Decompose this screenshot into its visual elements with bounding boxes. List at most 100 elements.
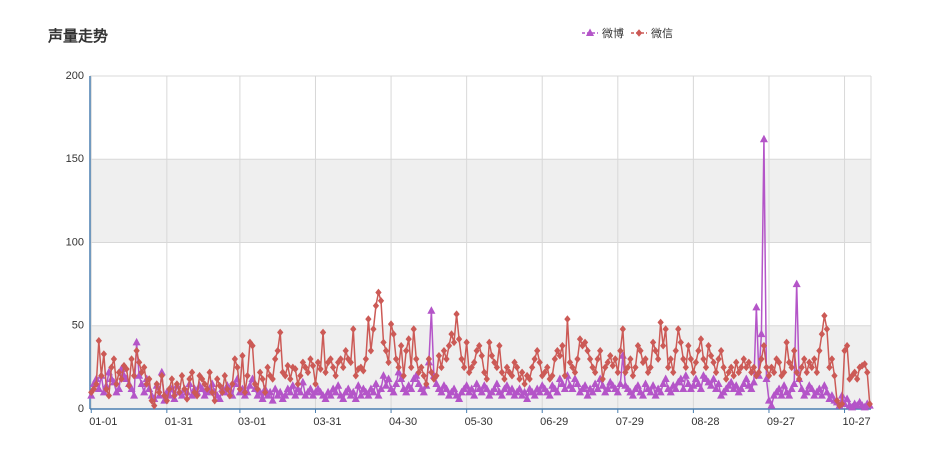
- point: [337, 355, 344, 363]
- point: [755, 368, 763, 377]
- point: [632, 363, 639, 372]
- x-tick-label: 05-30: [465, 416, 493, 428]
- point: [564, 315, 571, 323]
- point: [614, 368, 621, 377]
- point: [853, 375, 861, 383]
- point: [463, 338, 470, 347]
- point: [709, 374, 718, 383]
- point: [214, 375, 221, 383]
- point: [866, 400, 873, 408]
- point: [553, 387, 562, 396]
- point: [94, 384, 103, 393]
- point: [559, 341, 566, 350]
- point: [201, 380, 208, 388]
- point: [554, 346, 561, 355]
- point: [513, 363, 521, 372]
- point: [284, 361, 291, 370]
- point: [581, 338, 589, 347]
- point: [138, 368, 145, 377]
- point: [616, 379, 625, 388]
- point: [482, 384, 491, 393]
- point: [186, 375, 193, 383]
- point: [377, 296, 385, 305]
- point: [103, 385, 110, 393]
- point: [317, 365, 324, 373]
- point: [760, 341, 768, 350]
- point: [198, 375, 206, 383]
- point: [492, 379, 501, 388]
- point: [507, 384, 517, 393]
- point: [526, 375, 533, 383]
- point: [203, 385, 211, 393]
- point: [486, 338, 493, 347]
- point: [828, 355, 836, 363]
- point: [574, 355, 581, 363]
- point: [515, 384, 524, 393]
- point: [493, 363, 501, 372]
- point: [763, 363, 770, 372]
- point: [556, 351, 564, 360]
- point: [387, 320, 395, 328]
- point: [715, 355, 722, 363]
- point: [667, 355, 674, 363]
- point: [675, 325, 682, 333]
- point: [732, 381, 741, 389]
- point: [797, 384, 806, 393]
- point: [334, 381, 343, 389]
- point: [216, 381, 223, 390]
- point: [523, 394, 532, 403]
- point: [428, 368, 435, 377]
- point: [831, 371, 838, 380]
- point: [677, 338, 684, 347]
- point: [679, 384, 688, 393]
- point: [450, 338, 458, 347]
- point: [93, 380, 100, 388]
- point: [697, 335, 705, 343]
- chart-title: 声量走势: [47, 27, 108, 45]
- point: [508, 371, 516, 380]
- point: [440, 346, 448, 355]
- point: [634, 341, 642, 350]
- point: [98, 371, 105, 380]
- point: [403, 346, 410, 355]
- point: [146, 375, 153, 383]
- point: [443, 355, 450, 363]
- point: [141, 363, 148, 372]
- point: [427, 306, 436, 314]
- point: [370, 325, 377, 333]
- point: [622, 368, 629, 377]
- point: [496, 341, 503, 350]
- point: [823, 325, 831, 333]
- y-tick-label: 150: [66, 153, 84, 165]
- point: [467, 384, 476, 393]
- point: [268, 396, 277, 404]
- point: [488, 351, 495, 360]
- point: [561, 371, 569, 380]
- point: [599, 375, 606, 383]
- point: [362, 355, 370, 363]
- point: [306, 384, 315, 393]
- point: [827, 391, 836, 399]
- point: [581, 381, 590, 389]
- point: [425, 355, 433, 363]
- point: [503, 363, 511, 372]
- point: [382, 346, 390, 355]
- point: [319, 328, 327, 337]
- point: [627, 355, 634, 363]
- point: [502, 381, 511, 389]
- point: [707, 351, 715, 360]
- point: [586, 355, 594, 363]
- point: [843, 341, 851, 350]
- point: [749, 377, 758, 386]
- point: [657, 318, 664, 327]
- point: [833, 396, 841, 405]
- point: [644, 368, 652, 377]
- point: [826, 363, 833, 372]
- point: [762, 374, 771, 383]
- point: [466, 368, 473, 377]
- point: [340, 363, 347, 372]
- point: [438, 363, 445, 372]
- point: [287, 375, 294, 383]
- point: [277, 328, 284, 337]
